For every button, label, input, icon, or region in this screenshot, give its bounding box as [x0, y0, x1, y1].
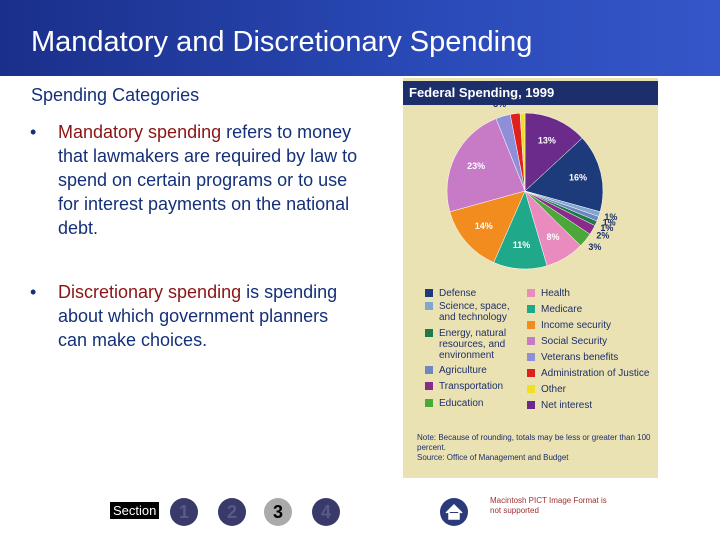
slice-label: 2% — [507, 105, 520, 106]
term: Mandatory spending — [58, 122, 222, 142]
note: Note: Because of rounding, totals may be… — [417, 433, 652, 463]
home-button[interactable] — [440, 498, 468, 526]
legend-swatch — [425, 329, 433, 337]
legend-label: Veterans benefits — [541, 352, 619, 363]
pie-slice — [524, 137, 604, 213]
chart-panel: Federal Spending, 1999 13% 16% 1% 1% 1% 2% 3% 8… — [403, 78, 658, 478]
legend-label: Medicare — [541, 304, 583, 315]
placeholder-text: Macintosh PICT Image Format is not suppo… — [490, 496, 607, 515]
source: Source: Office of Management and Budget — [417, 453, 569, 462]
legend-label: Other — [541, 384, 567, 395]
term: Discretionary spending — [58, 282, 242, 302]
legend-swatch — [425, 399, 433, 407]
legend-swatch — [527, 353, 535, 361]
slice-label: 8% — [547, 232, 560, 242]
legend-label: Income security — [541, 320, 612, 331]
pie-slice — [524, 112, 583, 192]
slice-label: 14% — [475, 221, 493, 231]
bullet: Discretionary spending is spending about… — [30, 280, 360, 352]
slice-label: 23% — [467, 161, 485, 171]
slice-label: 3% — [493, 105, 506, 109]
legend-label: Defense — [439, 288, 477, 299]
legend-label: Net interest — [541, 400, 593, 411]
legend-swatch — [425, 302, 433, 310]
legend-swatch — [527, 337, 535, 345]
title-bar: Mandatory and Discretionary Spending — [0, 0, 720, 76]
legend-swatch — [425, 289, 433, 297]
pie-slice — [519, 112, 526, 192]
legend-swatch — [527, 401, 535, 409]
section-button[interactable]: 1 — [170, 498, 198, 526]
slide-title: Mandatory and Discretionary Spending — [31, 26, 533, 58]
slice-label: 1% — [604, 212, 617, 222]
legend-label: Transportation — [439, 381, 504, 392]
pie-chart: 13%16%1%1%1%2%3%8%11%14%23%3%2%1% — [446, 105, 617, 270]
section-button[interactable]: 3 — [264, 498, 292, 526]
section-button[interactable]: 4 — [312, 498, 340, 526]
legend-label: Science, space, and technology — [439, 301, 510, 323]
legend-swatch — [425, 382, 433, 390]
slice-label: 16% — [569, 173, 587, 183]
legend-label: Administration of Justice — [541, 368, 650, 379]
legend-swatch — [527, 385, 535, 393]
slice-label: 3% — [588, 242, 601, 252]
slice-label: 11% — [513, 240, 531, 250]
slice-label: 13% — [538, 135, 556, 145]
pie-slice — [446, 118, 526, 213]
slice-label: 1% — [603, 217, 616, 227]
legend-label: Social Security — [541, 336, 608, 347]
nav-bar: Section 1 2 3 4 Macintosh PICT Image For… — [0, 490, 720, 540]
legend-swatch — [425, 366, 433, 374]
legend-label: Energy, natural resources, and environme… — [439, 328, 507, 361]
legend-swatch — [527, 369, 535, 377]
subtitle: Spending Categories — [31, 85, 200, 105]
legend-swatch — [527, 321, 535, 329]
legend-swatch — [527, 289, 535, 297]
legend-label: Agriculture — [439, 365, 487, 376]
legend-label: Health — [541, 288, 570, 299]
bullet: Mandatory spending refers to money that … — [30, 120, 360, 240]
legend-label: Education — [439, 398, 484, 409]
section-label: Section — [110, 502, 160, 519]
bullet-text: refers to money that lawmakers are requi… — [58, 122, 358, 238]
legend-swatch — [527, 305, 535, 313]
slice-label: 1% — [600, 223, 613, 233]
bullet-text: is spending about which government plann… — [58, 282, 338, 350]
chart-title: Federal Spending, 1999 — [403, 81, 658, 105]
note-text: Note: Because of rounding, totals may be… — [417, 433, 651, 452]
pie-slice — [449, 190, 526, 263]
section-button[interactable]: 2 — [218, 498, 246, 526]
slice-label: 2% — [596, 230, 609, 240]
